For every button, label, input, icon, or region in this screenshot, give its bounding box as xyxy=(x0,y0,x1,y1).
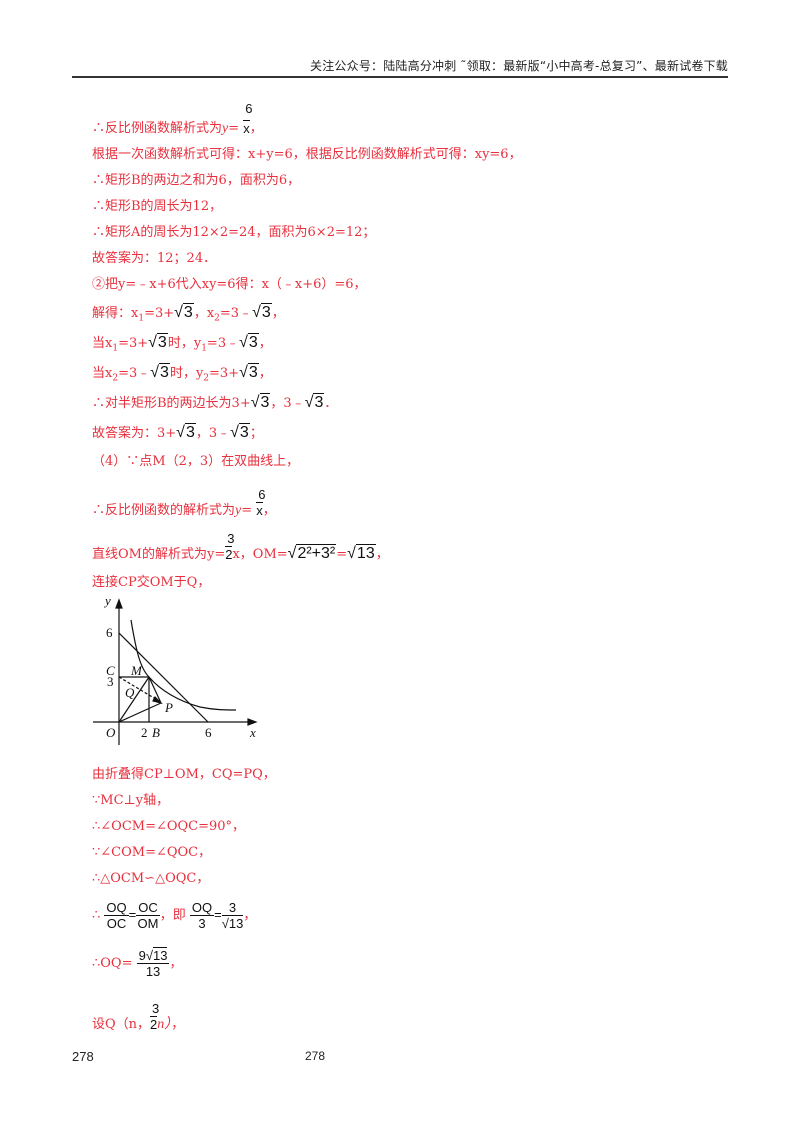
svg-text:C: C xyxy=(106,663,115,678)
sqrt-13: √13 xyxy=(347,544,376,562)
svg-text:3: 3 xyxy=(107,674,114,689)
sqrt-3: √3 xyxy=(304,393,325,411)
fraction-oc-over-om: OC OM xyxy=(136,900,160,931)
sqrt-3: √3 xyxy=(150,363,170,381)
y-axis-arrow-icon xyxy=(115,598,123,609)
svg-text:2: 2 xyxy=(141,725,148,740)
page-number-center: 278 xyxy=(305,1049,326,1063)
svg-text:6: 6 xyxy=(106,625,113,640)
text-line-9: 当x1=3+√3时，y1=3﹣√3， xyxy=(92,333,272,354)
sqrt-3: √3 xyxy=(239,363,259,381)
text-line-15: 直线OM的解析式为y= 3 2 x，OM=√2²+3²=√13， xyxy=(92,531,389,562)
fraction-9sqrt13-over-13: 9√13 13 xyxy=(136,947,170,979)
sqrt-3: √3 xyxy=(250,393,271,411)
hyperbola-curve xyxy=(130,619,237,711)
text-line-24: 设Q（n， 3 2 n）， xyxy=(92,1001,185,1032)
text-line-14: ∴反比例函数的解析式为y= 6 x， xyxy=(92,487,276,518)
sqrt-3: √3 xyxy=(239,333,259,351)
text-line-1: ∴反比例函数解析式为y= 6 x， xyxy=(92,101,263,136)
text-line-4: ∴矩形B的周长为12， xyxy=(92,199,223,214)
sqrt-3: √3 xyxy=(252,303,272,321)
fraction-oq-over-3: OQ 3 xyxy=(189,900,215,931)
sqrt-2sq-plus-3sq: √2²+3² xyxy=(287,544,337,562)
x-axis-arrow-icon xyxy=(247,718,258,726)
text-line-19: ∴∠OCM=∠OQC=90°， xyxy=(92,819,246,834)
text-line-22: ∴ OQ OC = OC OM ，即 OQ 3 = 3 √13， xyxy=(92,900,257,931)
text-line-2: 根据一次函数解析式可得：x+y=6，根据反比例函数解析式可得：xy=6， xyxy=(92,147,522,162)
header-text: 关注公众号：陆陆高分冲刺 ˜领取：最新版“小中高考-总复习”、最新试卷下载 xyxy=(310,59,728,73)
text-line-21: ∴△OCM∽△OQC， xyxy=(92,871,210,886)
text-line-3: ∴矩形B的两边之和为6，面积为6， xyxy=(92,173,301,188)
svg-text:6: 6 xyxy=(205,725,212,740)
page-number-left: 278 xyxy=(72,1049,94,1064)
text-line-6: 故答案为：12；24． xyxy=(92,251,217,266)
text-line-5: ∴矩形A的周长为12×2=24，面积为6×2=12； xyxy=(92,225,376,240)
line-y-eq-neg-x-plus-6 xyxy=(118,632,209,723)
sqrt-3: √3 xyxy=(176,423,196,441)
svg-text:P: P xyxy=(164,700,173,715)
svg-text:y: y xyxy=(103,593,111,608)
coordinate-figure: y 6 C 3 M Q P O 2 B 6 x xyxy=(93,593,258,745)
text-line-20: ∵∠COM=∠QOC， xyxy=(92,845,212,860)
text-line-11: ∴对半矩形B的两边长为3+√3，3﹣√3． xyxy=(92,393,338,411)
text-line-17: 由折叠得CP⊥OM，CQ=PQ， xyxy=(92,767,276,782)
text-line-18: ∵MC⊥y轴， xyxy=(92,793,170,808)
text-line-23: ∴OQ= 9√13 13， xyxy=(92,947,183,979)
text-line-7: ②把y=﹣x+6代入xy=6得：x（﹣x+6）=6， xyxy=(92,277,367,292)
svg-text:M: M xyxy=(130,663,143,678)
svg-text:Q: Q xyxy=(125,685,135,700)
page-header: 关注公众号：陆陆高分冲刺 ˜领取：最新版“小中高考-总复习”、最新试卷下载 xyxy=(72,54,728,78)
svg-text:B: B xyxy=(152,725,160,740)
text-line-10: 当x2=3﹣√3时，y2=3+√3， xyxy=(92,363,272,384)
svg-text:O: O xyxy=(106,725,116,740)
svg-text:x: x xyxy=(249,725,256,740)
fraction-3-over-sqrt13: 3 √13 xyxy=(221,900,244,931)
sqrt-3: √3 xyxy=(174,303,194,321)
text-line-8: 解得：x1=3+√3，x2=3﹣√3， xyxy=(92,303,285,324)
sqrt-3: √3 xyxy=(148,333,168,351)
fraction-oq-over-oc: OQ OC xyxy=(104,900,129,931)
sqrt-3: √3 xyxy=(230,423,250,441)
text-line-12: 故答案为：3+√3，3﹣√3； xyxy=(92,423,263,441)
text-line-13: （4）∵点M（2，3）在双曲线上， xyxy=(92,454,300,469)
text-line-16: 连接CP交OM于Q， xyxy=(92,575,211,590)
